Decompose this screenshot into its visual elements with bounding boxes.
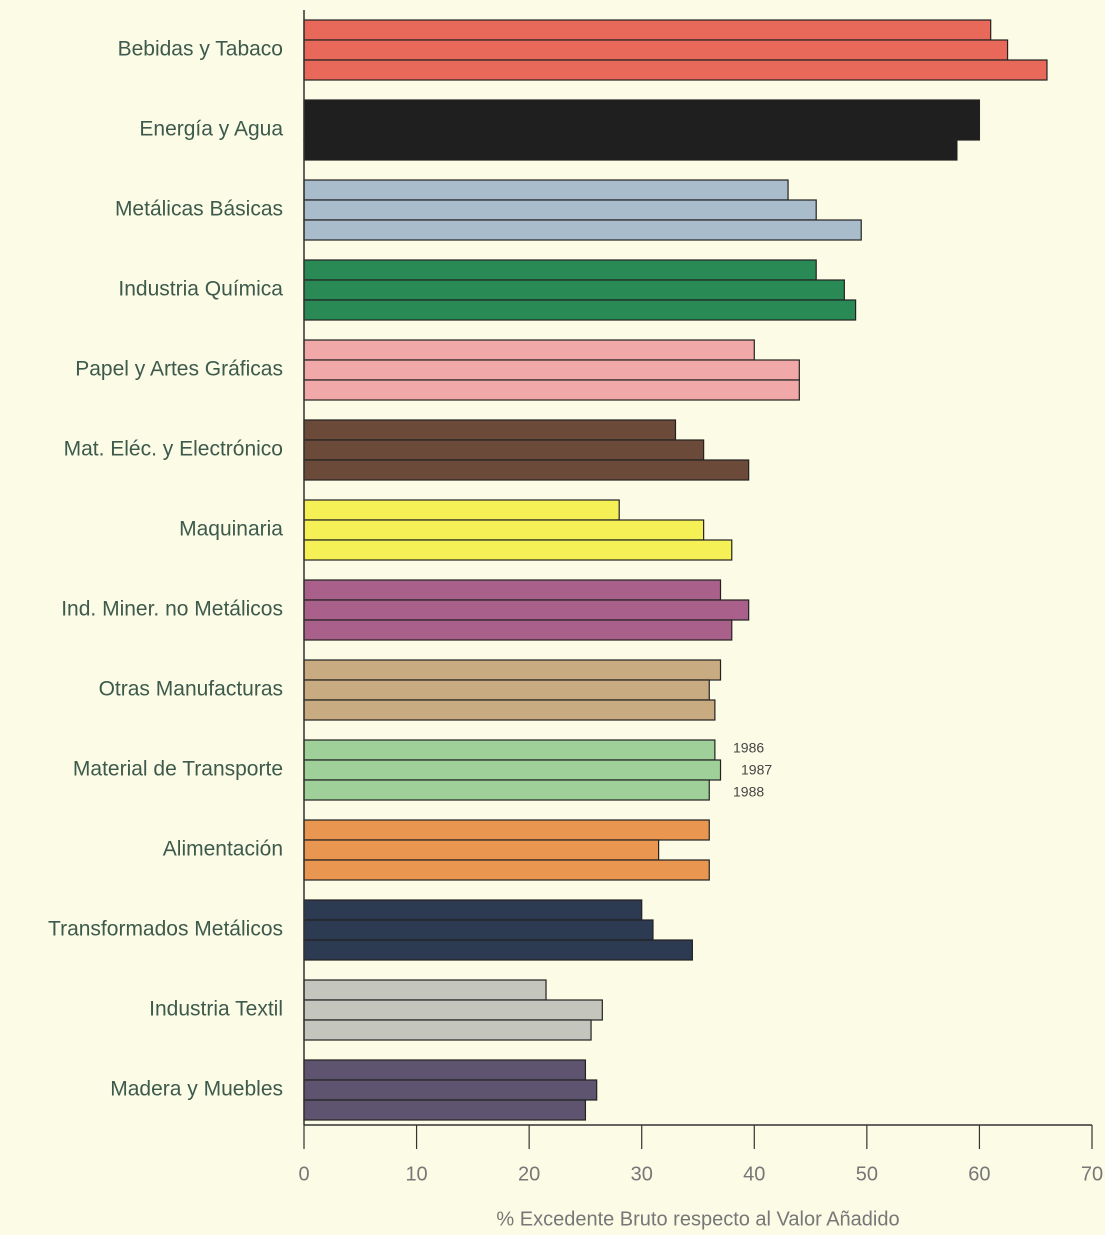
bar	[303, 1019, 592, 1041]
bar	[303, 299, 857, 321]
bar	[303, 99, 981, 121]
bar	[303, 419, 677, 441]
bar	[303, 739, 716, 761]
legend-label: 1988	[733, 784, 764, 800]
category-label: Madera y Muebles	[110, 1078, 283, 1101]
category-label: Metálicas Básicas	[115, 198, 283, 221]
bar	[303, 579, 722, 601]
bar	[303, 899, 643, 921]
bar	[303, 119, 981, 141]
bar	[303, 439, 705, 461]
bar	[303, 759, 722, 781]
category-label: Material de Transporte	[73, 758, 283, 781]
bar	[303, 339, 755, 361]
category-label: Industria Química	[118, 278, 283, 301]
bar	[303, 619, 733, 641]
legend-label: 1987	[741, 762, 772, 778]
bar	[303, 139, 958, 161]
bar	[303, 379, 800, 401]
bar	[303, 19, 992, 41]
x-tick-label: 70	[1081, 1163, 1103, 1185]
category-label: Industria Textil	[149, 998, 283, 1021]
bar	[303, 179, 789, 201]
category-label: Energía y Agua	[139, 118, 283, 141]
category-label: Alimentación	[163, 838, 283, 861]
bar	[303, 699, 716, 721]
category-label: Transformados Metálicos	[48, 918, 283, 941]
bar	[303, 519, 705, 541]
bar	[303, 39, 1009, 61]
category-label: Bebidas y Tabaco	[118, 38, 283, 61]
bar	[303, 979, 547, 1001]
bar	[303, 839, 660, 861]
bar	[303, 1059, 587, 1081]
bar	[303, 599, 750, 621]
bar	[303, 219, 862, 241]
bar	[303, 859, 710, 881]
bar	[303, 1099, 587, 1121]
bar	[303, 1079, 598, 1101]
x-tick-label: 40	[743, 1163, 765, 1185]
x-tick-label: 30	[631, 1163, 653, 1185]
bar	[303, 259, 817, 281]
bar	[303, 999, 603, 1021]
bar	[303, 59, 1048, 81]
x-axis-label: % Excedente Bruto respecto al Valor Añad…	[496, 1208, 899, 1230]
legend-label: 1986	[733, 740, 764, 756]
bar	[303, 939, 693, 961]
bar	[303, 679, 710, 701]
bar	[303, 659, 722, 681]
category-label: Ind. Miner. no Metálicos	[61, 598, 283, 621]
category-label: Otras Manufacturas	[99, 678, 283, 701]
bar	[303, 779, 710, 801]
bar	[303, 199, 817, 221]
x-tick-label: 0	[298, 1163, 309, 1185]
category-label: Papel y Artes Gráficas	[75, 358, 283, 381]
bar	[303, 919, 654, 941]
category-label: Mat. Eléc. y Electrónico	[64, 438, 283, 461]
bar	[303, 819, 710, 841]
bar	[303, 359, 800, 381]
bar	[303, 499, 620, 521]
category-label: Maquinaria	[179, 518, 283, 541]
x-tick-label: 60	[968, 1163, 990, 1185]
x-tick-label: 20	[518, 1163, 540, 1185]
x-tick-label: 50	[856, 1163, 878, 1185]
bar	[303, 279, 845, 301]
x-tick-label: 10	[405, 1163, 427, 1185]
bar	[303, 459, 750, 481]
bar	[303, 539, 733, 561]
